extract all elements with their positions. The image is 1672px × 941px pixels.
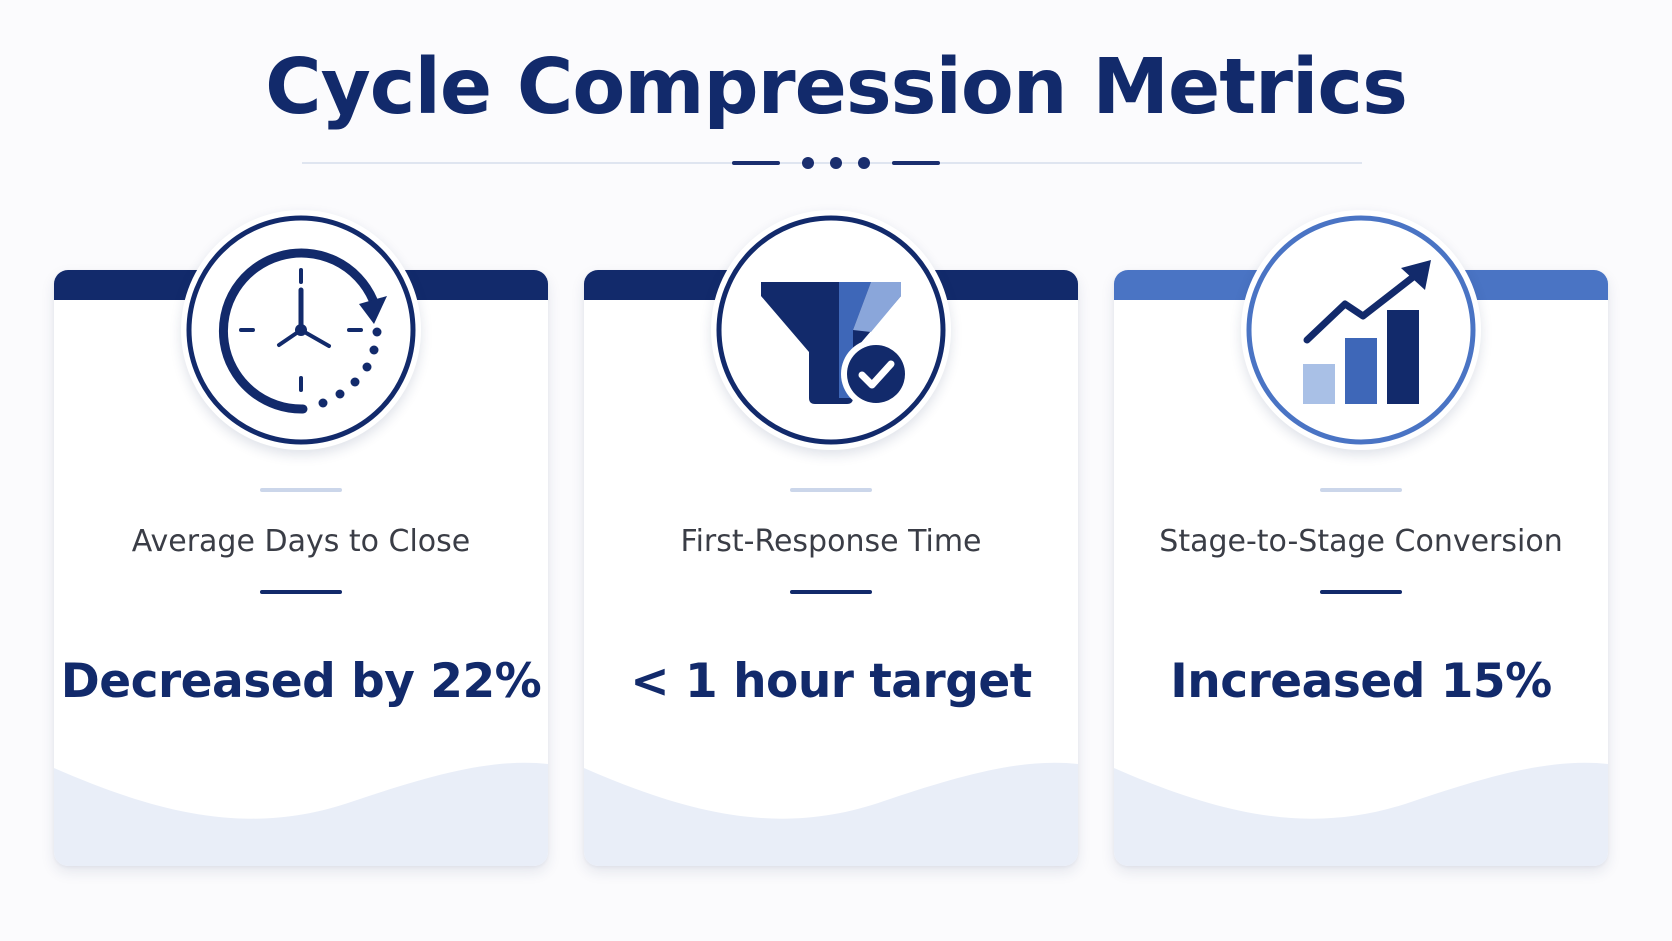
divider-light [790, 488, 872, 492]
badge-growth [1241, 210, 1481, 450]
metric-value: Increased 15% [1170, 654, 1552, 709]
badge-funnel [711, 210, 951, 450]
metric-label: First-Response Time [680, 524, 982, 559]
title-ornament [732, 155, 940, 171]
metric-label: Stage-to-Stage Conversion [1159, 524, 1563, 559]
divider-dark [1320, 590, 1402, 594]
funnel-check-icon [716, 215, 946, 445]
card-wave-decoration [54, 762, 548, 866]
metric-card-first-response: First-Response Time < 1 hour target [584, 270, 1078, 866]
clock-arrow-icon [186, 215, 416, 445]
badge-clock [181, 210, 421, 450]
divider-light [260, 488, 342, 492]
card-wave-decoration [1114, 762, 1608, 866]
divider-dark [790, 590, 872, 594]
metric-value: < 1 hour target [630, 654, 1032, 709]
page-title: Cycle Compression Metrics [265, 43, 1408, 132]
card-wave-decoration [584, 762, 1078, 866]
divider-light [1320, 488, 1402, 492]
growth-chart-icon [1246, 215, 1476, 445]
divider-dark [260, 590, 342, 594]
metric-value: Decreased by 22% [60, 654, 542, 709]
metric-label: Average Days to Close [131, 524, 471, 559]
